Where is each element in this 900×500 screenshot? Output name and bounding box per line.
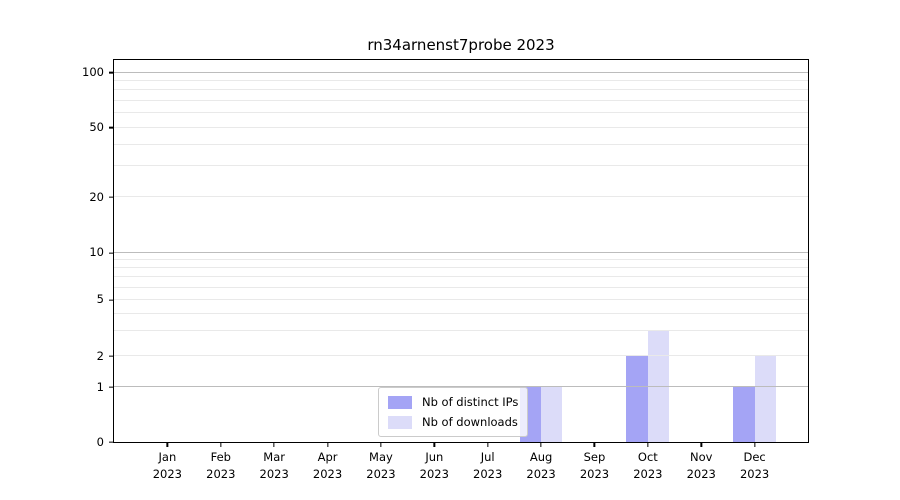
minor-gridline — [114, 112, 808, 114]
minor-gridline — [114, 165, 808, 167]
y-tick-label: 5 — [96, 292, 104, 307]
x-tick-month: Oct — [637, 450, 658, 464]
y-tick-mark — [109, 299, 114, 301]
x-tick-year: 2023 — [526, 467, 556, 482]
x-tick-label: Nov 2023 — [687, 449, 716, 484]
y-tick-label: 0 — [96, 434, 104, 449]
minor-gridline — [114, 355, 808, 357]
minor-gridline — [114, 126, 808, 128]
x-tick-year: 2023 — [152, 467, 183, 482]
y-tick-mark — [109, 386, 114, 389]
x-tick-label: Apr 2023 — [313, 449, 342, 484]
minor-gridline — [114, 330, 808, 332]
x-tick-month: May — [369, 450, 393, 464]
x-tick-mark — [433, 442, 435, 447]
x-tick-label: Mar 2023 — [260, 449, 289, 484]
major-gridline — [114, 386, 808, 388]
major-gridline — [114, 251, 808, 253]
x-tick-mark — [647, 442, 649, 447]
x-tick-label: Feb 2023 — [206, 449, 235, 484]
x-tick-label: Jan 2023 — [153, 449, 182, 484]
plot-area: 0 1 2 5 10 20 50 100 Jan 2023 Feb 2023 Mar 2023 Apr 202… — [82, 59, 809, 481]
x-tick-label: Dec 2023 — [740, 449, 769, 484]
legend-label: Nb of distinct IPs — [422, 395, 519, 409]
x-tick-mark — [593, 442, 596, 447]
minor-gridline — [114, 276, 808, 278]
x-tick-mark — [220, 442, 222, 447]
x-tick-month: Aug — [529, 450, 553, 464]
x-tick-label: Oct 2023 — [633, 449, 662, 484]
legend-label: Nb of downloads — [422, 415, 518, 429]
minor-gridline — [114, 196, 808, 198]
x-tick-month: Apr — [317, 450, 338, 464]
x-tick-year: 2023 — [473, 467, 503, 482]
x-tick-mark — [166, 442, 169, 447]
minor-gridline — [114, 143, 808, 145]
minor-gridline — [114, 79, 808, 81]
legend-swatch — [388, 415, 412, 429]
x-tick-month: Jan — [158, 450, 177, 464]
minor-gridline — [114, 312, 808, 314]
minor-gridline — [114, 286, 808, 288]
legend-entry: Nb of downloads — [388, 415, 518, 429]
x-tick-mark — [487, 442, 489, 447]
x-tick-label: Aug 2023 — [526, 449, 555, 484]
x-tick-month: Feb — [210, 450, 231, 464]
y-tick-label: 10 — [89, 245, 104, 260]
x-tick-month: Jun — [425, 450, 444, 464]
x-tick-year: 2023 — [579, 467, 610, 482]
minor-gridline — [114, 267, 808, 269]
x-tick-month: Mar — [263, 450, 285, 464]
y-tick-label: 100 — [82, 64, 104, 79]
x-tick-month: Jul — [480, 450, 495, 464]
x-tick-mark — [380, 442, 382, 447]
x-tick-year: 2023 — [366, 467, 396, 482]
y-tick-mark — [109, 355, 114, 358]
y-tick-mark — [109, 252, 114, 254]
y-tick-mark — [109, 441, 114, 443]
y-tick-label: 20 — [89, 189, 104, 204]
x-tick-month: Sep — [583, 450, 606, 464]
chart-title: rn34arnenst7probe 2023 — [367, 36, 555, 54]
bar-distinct-ips-dec — [733, 387, 755, 442]
x-tick-mark — [540, 442, 542, 447]
y-tick-label: 1 — [96, 379, 104, 394]
x-tick-year: 2023 — [206, 467, 236, 482]
minor-gridline — [114, 89, 808, 91]
x-tick-year: 2023 — [312, 467, 343, 482]
x-tick-month: Nov — [689, 450, 713, 464]
legend-entry: Nb of distinct IPs — [388, 395, 518, 409]
y-tick-label: 50 — [89, 119, 104, 134]
x-tick-mark — [700, 442, 702, 447]
x-tick-year: 2023 — [686, 467, 716, 482]
bar-downloads-aug — [541, 387, 563, 442]
y-tick-mark — [109, 196, 114, 198]
bar-downloads-dec — [754, 356, 776, 442]
x-tick-label: Jul 2023 — [473, 449, 502, 484]
legend: Nb of distinct IPs Nb of downloads — [378, 387, 529, 437]
x-tick-label: May 2023 — [366, 449, 395, 484]
minor-gridline — [114, 99, 808, 101]
x-tick-year: 2023 — [419, 467, 449, 482]
x-tick-year: 2023 — [259, 467, 289, 482]
x-tick-mark — [326, 442, 329, 447]
x-tick-mark — [273, 442, 275, 447]
x-tick-year: 2023 — [633, 467, 663, 482]
y-tick-mark — [109, 126, 114, 129]
x-tick-mark — [753, 442, 756, 447]
legend-swatch — [388, 395, 412, 409]
x-tick-year: 2023 — [739, 467, 770, 482]
minor-gridline — [114, 259, 808, 261]
y-tick-label: 2 — [96, 348, 104, 363]
x-tick-month: Dec — [743, 450, 766, 464]
x-tick-label: Sep 2023 — [580, 449, 609, 484]
major-gridline — [114, 71, 808, 73]
x-tick-label: Jun 2023 — [420, 449, 449, 484]
minor-gridline — [114, 298, 808, 300]
y-tick-mark — [109, 71, 114, 74]
bar-distinct-ips-oct — [626, 356, 648, 442]
